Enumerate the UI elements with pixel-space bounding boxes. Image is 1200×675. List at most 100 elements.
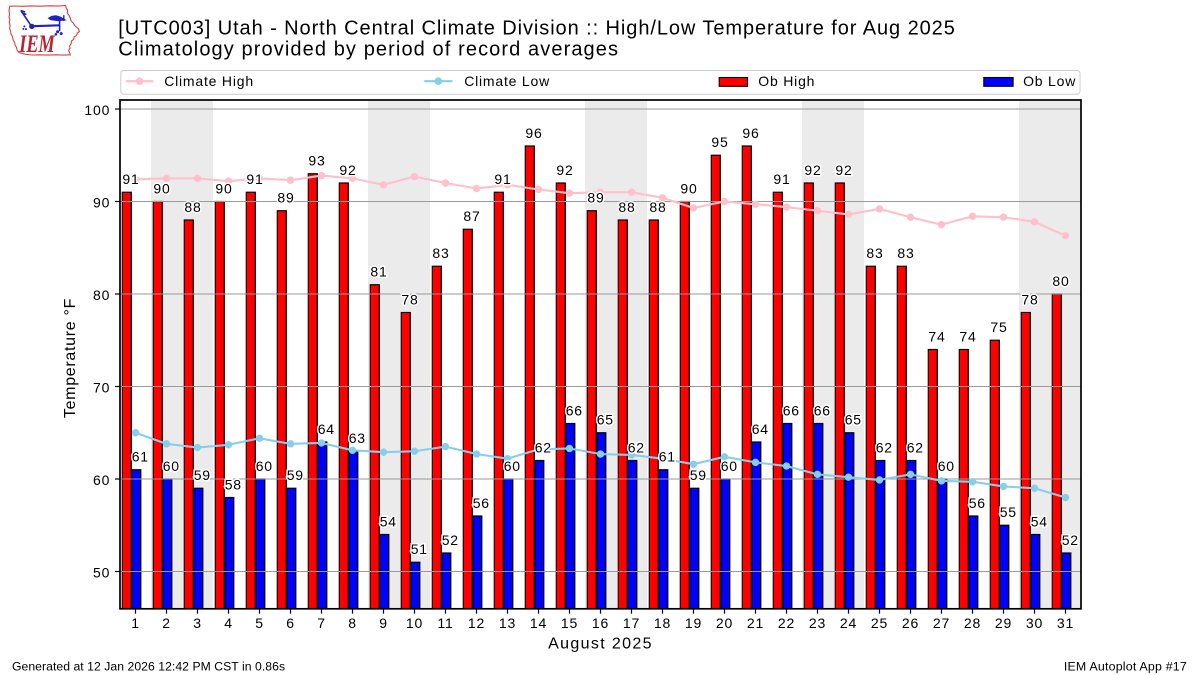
svg-text:62: 62: [628, 439, 645, 455]
svg-text:64: 64: [318, 421, 335, 437]
svg-text:74: 74: [959, 328, 976, 344]
svg-text:91: 91: [246, 171, 263, 187]
svg-text:89: 89: [587, 190, 604, 206]
svg-text:56: 56: [473, 495, 490, 511]
svg-text:29: 29: [995, 615, 1012, 631]
svg-text:66: 66: [814, 402, 831, 418]
svg-text:27: 27: [933, 615, 950, 631]
svg-text:4: 4: [224, 615, 233, 631]
svg-text:54: 54: [1031, 513, 1048, 529]
svg-text:31: 31: [1057, 615, 1074, 631]
svg-text:55: 55: [1000, 504, 1017, 520]
svg-text:59: 59: [287, 467, 304, 483]
svg-text:2: 2: [162, 615, 171, 631]
svg-text:9: 9: [379, 615, 388, 631]
svg-text:63: 63: [349, 430, 366, 446]
svg-text:59: 59: [690, 467, 707, 483]
svg-text:83: 83: [866, 245, 883, 261]
svg-text:13: 13: [499, 615, 516, 631]
svg-text:56: 56: [969, 495, 986, 511]
svg-text:60: 60: [504, 458, 521, 474]
svg-text:Climate High: Climate High: [164, 73, 254, 89]
svg-text:Climate Low: Climate Low: [464, 73, 550, 89]
svg-text:51: 51: [411, 541, 428, 557]
svg-text:65: 65: [845, 412, 862, 428]
svg-text:50: 50: [93, 565, 110, 581]
svg-text:16: 16: [592, 615, 609, 631]
svg-text:15: 15: [561, 615, 578, 631]
svg-text:61: 61: [132, 449, 149, 465]
svg-text:65: 65: [597, 412, 614, 428]
svg-text:83: 83: [897, 245, 914, 261]
svg-text:80: 80: [1052, 273, 1069, 289]
svg-text:88: 88: [649, 199, 666, 215]
svg-text:62: 62: [907, 439, 924, 455]
svg-text:8: 8: [348, 615, 357, 631]
svg-text:90: 90: [153, 180, 170, 196]
svg-text:60: 60: [721, 458, 738, 474]
svg-text:78: 78: [1021, 291, 1038, 307]
svg-text:22: 22: [778, 615, 795, 631]
svg-text:23: 23: [809, 615, 826, 631]
svg-text:14: 14: [530, 615, 547, 631]
svg-text:52: 52: [442, 532, 459, 548]
svg-text:75: 75: [990, 319, 1007, 335]
svg-text:64: 64: [752, 421, 769, 437]
svg-text:90: 90: [680, 180, 697, 196]
svg-text:66: 66: [783, 402, 800, 418]
svg-text:81: 81: [370, 264, 387, 280]
svg-text:IEM: IEM: [19, 31, 56, 58]
svg-text:30: 30: [1026, 615, 1043, 631]
svg-text:11: 11: [437, 615, 453, 631]
svg-text:92: 92: [556, 162, 573, 178]
svg-text:25: 25: [871, 615, 888, 631]
svg-text:80: 80: [93, 287, 110, 303]
svg-text:93: 93: [308, 153, 325, 169]
svg-text:95: 95: [711, 134, 728, 150]
svg-text:92: 92: [835, 162, 852, 178]
svg-text:60: 60: [163, 458, 180, 474]
svg-text:IEM Autoplot App #17: IEM Autoplot App #17: [1064, 660, 1187, 674]
svg-text:92: 92: [804, 162, 821, 178]
svg-text:5: 5: [255, 615, 264, 631]
svg-text:26: 26: [902, 615, 919, 631]
svg-text:91: 91: [494, 171, 511, 187]
svg-text:August 2025: August 2025: [548, 636, 653, 653]
svg-text:Ob Low: Ob Low: [1023, 73, 1076, 89]
svg-text:62: 62: [535, 439, 552, 455]
svg-text:60: 60: [256, 458, 273, 474]
svg-text:28: 28: [964, 615, 981, 631]
svg-text:3: 3: [193, 615, 202, 631]
svg-text:83: 83: [432, 245, 449, 261]
svg-text:58: 58: [225, 476, 242, 492]
svg-text:59: 59: [194, 467, 211, 483]
svg-text:74: 74: [928, 328, 945, 344]
svg-text:66: 66: [566, 402, 583, 418]
svg-text:7: 7: [317, 615, 326, 631]
svg-text:[UTC003] Utah - North Central: [UTC003] Utah - North Central Climate Di…: [118, 18, 955, 40]
svg-text:21: 21: [747, 615, 764, 631]
svg-text:20: 20: [716, 615, 733, 631]
svg-text:Ob High: Ob High: [758, 73, 815, 89]
svg-text:60: 60: [938, 458, 955, 474]
svg-text:91: 91: [122, 171, 139, 187]
svg-text:17: 17: [623, 615, 640, 631]
svg-text:89: 89: [277, 190, 294, 206]
svg-text:96: 96: [525, 125, 542, 141]
svg-text:61: 61: [659, 449, 676, 465]
svg-text:87: 87: [463, 208, 480, 224]
svg-text:Climatology provided by period: Climatology provided by period of record…: [118, 38, 619, 60]
svg-text:70: 70: [93, 380, 110, 396]
svg-text:Generated at 12 Jan 2026 12:42: Generated at 12 Jan 2026 12:42 PM CST in…: [12, 660, 285, 674]
svg-text:6: 6: [286, 615, 295, 631]
svg-text:12: 12: [468, 615, 485, 631]
svg-text:91: 91: [773, 171, 790, 187]
svg-text:96: 96: [742, 125, 759, 141]
svg-text:92: 92: [339, 162, 356, 178]
svg-text:19: 19: [685, 615, 702, 631]
svg-text:10: 10: [406, 615, 423, 631]
svg-text:88: 88: [184, 199, 201, 215]
svg-text:88: 88: [618, 199, 635, 215]
svg-text:24: 24: [840, 615, 857, 631]
svg-text:90: 90: [215, 180, 232, 196]
